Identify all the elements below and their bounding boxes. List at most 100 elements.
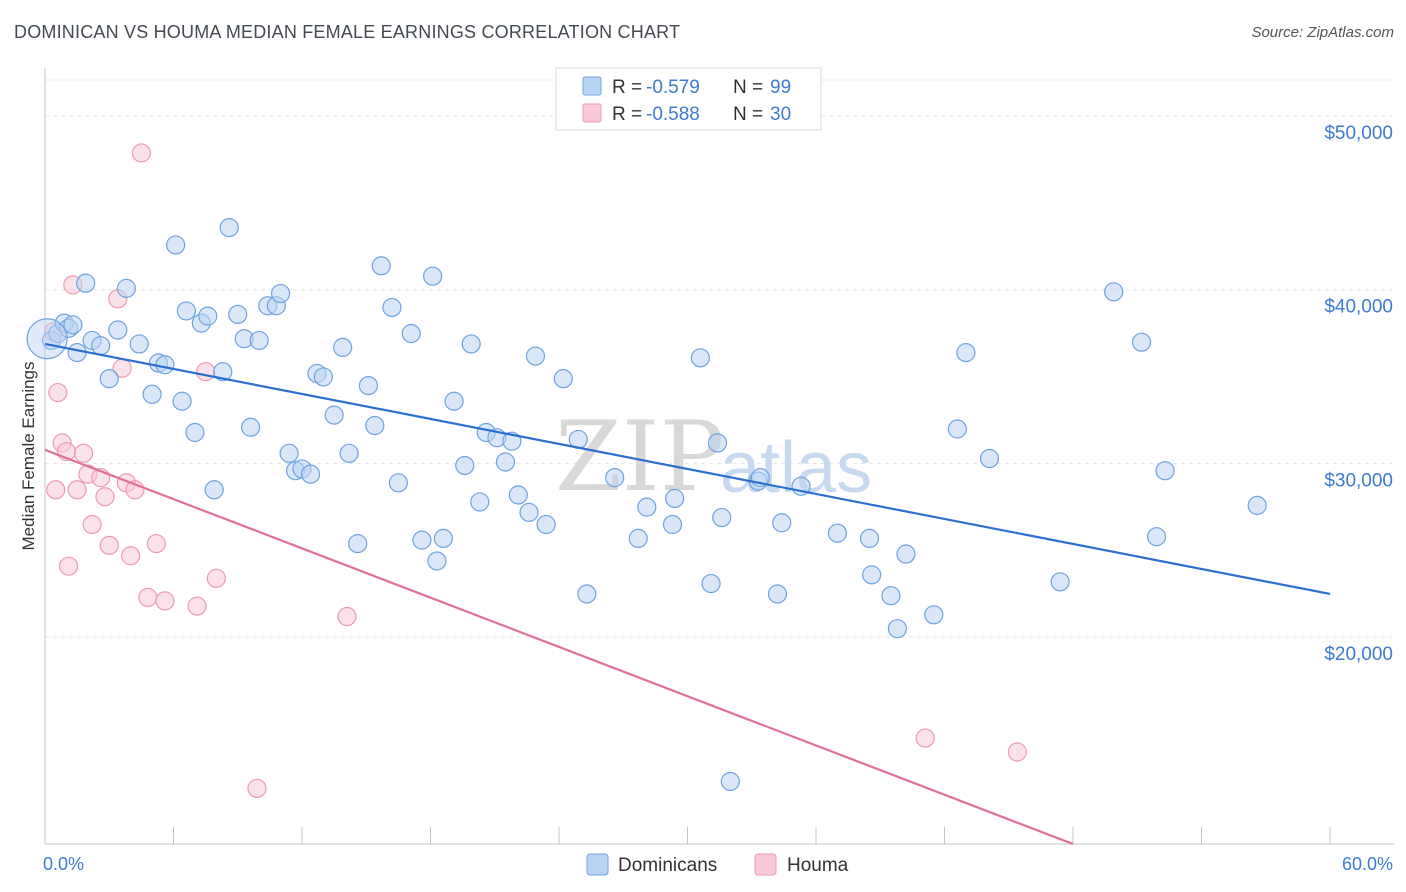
chart-title: DOMINICAN VS HOUMA MEDIAN FEMALE EARNING… <box>14 22 681 42</box>
legend-n-label-2: N = <box>733 104 763 125</box>
gridlines <box>45 79 1394 638</box>
dominicans-point <box>371 256 391 276</box>
dominicans-point <box>979 448 1000 469</box>
y-tick-label: $20,000 <box>1324 644 1393 665</box>
dominicans-point <box>690 348 710 368</box>
dominicans-point <box>99 369 119 389</box>
dominicans-point <box>401 323 421 344</box>
y-tick-labels: $20,000 $30,000 $40,000 $50,000 <box>1324 123 1393 665</box>
correlation-legend: R = -0.579 N = 99 R = -0.588 N = 30 <box>555 67 822 131</box>
houma-point <box>146 534 166 554</box>
series-label-dominicans: Dominicans <box>618 855 717 876</box>
legend-swatch-houma <box>582 103 602 123</box>
dominicans-point <box>859 528 880 549</box>
legend-swatch-dominicans <box>582 76 602 96</box>
dominicans-point <box>155 355 175 375</box>
dominicans-point <box>519 502 539 522</box>
dominicans-point <box>508 485 528 505</box>
dominicans-point <box>707 433 728 453</box>
houma-trend-line <box>44 448 1074 846</box>
dominicans-point <box>1104 282 1124 302</box>
dominicans-point <box>720 771 740 792</box>
houma-point <box>155 591 175 611</box>
dominicans-point <box>358 376 378 396</box>
y-tick-label: $40,000 <box>1324 297 1393 318</box>
houma-point <box>131 143 151 163</box>
houma-point <box>58 556 79 576</box>
dominicans-point <box>662 514 683 535</box>
watermark-atlas: atlas <box>720 428 872 508</box>
dominicans-point <box>365 415 385 436</box>
series-label-houma: Houma <box>787 855 849 876</box>
dominicans-point <box>423 266 443 286</box>
dominicans-point <box>470 492 490 512</box>
dominicans-point <box>270 283 291 304</box>
dominicans-point <box>495 452 516 472</box>
dominicans-point <box>382 297 402 318</box>
dominicans-point <box>767 584 788 604</box>
dominicans-point <box>637 497 657 517</box>
houma-point <box>46 480 66 500</box>
dominicans-point <box>956 343 976 363</box>
dominicans-point <box>91 336 111 356</box>
dominicans-point <box>26 318 68 360</box>
x-ticks <box>44 827 1331 844</box>
dominicans-point <box>924 605 944 625</box>
dominicans-point <box>577 584 597 604</box>
dominicans-point <box>525 346 546 366</box>
watermark-zip: ZIP <box>555 401 724 513</box>
x-tick-label-max: 60.0% <box>1342 854 1393 874</box>
dominicans-point <box>628 528 648 549</box>
dominicans-point <box>461 334 481 354</box>
dominicans-point <box>772 513 792 533</box>
dominicans-point <box>166 235 186 255</box>
y-tick-label: $50,000 <box>1324 123 1393 144</box>
dominicans-point <box>887 619 907 639</box>
dominicans-point <box>433 528 453 549</box>
dominicans-point <box>300 464 321 484</box>
dominicans-point <box>605 468 625 488</box>
dominicans-point <box>862 565 882 585</box>
series-swatch-houma <box>754 853 777 876</box>
dominicans-point <box>241 417 261 437</box>
legend-n-value-2: 30 <box>770 104 791 125</box>
dominicans-point <box>219 217 239 238</box>
x-tick-label-min: 0.0% <box>43 854 84 874</box>
dominicans-point <box>1146 527 1167 547</box>
dominicans-point <box>712 507 732 528</box>
houma-point <box>206 568 226 588</box>
y-axis-label: Median Female Earnings <box>19 362 38 551</box>
dominicans-point <box>827 523 848 543</box>
houma-point <box>247 778 267 799</box>
dominicans-point <box>142 384 162 404</box>
series-legend: Dominicans Houma <box>586 853 849 876</box>
houma-point <box>196 362 216 382</box>
dominicans-point <box>116 278 136 298</box>
dominicans-point <box>176 301 196 321</box>
dominicans-point <box>665 488 685 509</box>
houma-point <box>1007 742 1027 762</box>
dominicans-point <box>455 455 475 476</box>
dominicans-point <box>313 367 334 387</box>
dominicans-point <box>1155 461 1175 481</box>
dominicans-point <box>185 422 205 443</box>
houma-point <box>138 587 158 608</box>
axes <box>44 68 1394 845</box>
houma-point <box>187 596 207 616</box>
dominicans-point <box>444 391 464 411</box>
dominicans-point <box>172 391 192 411</box>
trend-lines <box>44 342 1331 846</box>
dominicans-point <box>339 443 359 463</box>
dominicans-point <box>129 334 149 354</box>
dominicans-point <box>108 320 128 340</box>
dominicans-point <box>1247 495 1267 516</box>
dominicans-trend-line <box>44 342 1331 596</box>
houma-point <box>95 487 115 507</box>
dominicans-point <box>76 273 96 293</box>
y-tick-label: $30,000 <box>1324 470 1393 491</box>
dominicans-point <box>427 551 447 571</box>
dominicans-point <box>249 330 269 351</box>
dominicans-point <box>896 544 916 564</box>
dominicans-point <box>947 419 967 439</box>
